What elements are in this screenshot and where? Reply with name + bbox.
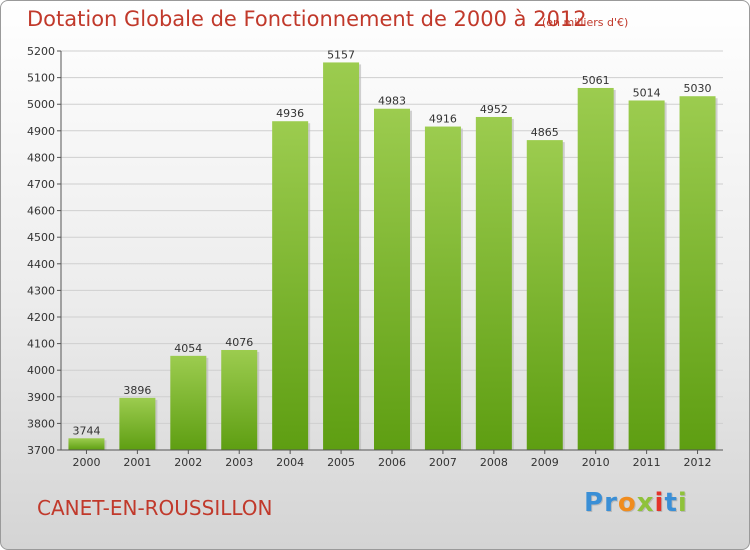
data-label: 4076 <box>225 336 253 349</box>
y-tick-label: 4500 <box>27 231 55 244</box>
bar-2008[interactable] <box>475 116 512 450</box>
x-tick-label: 2001 <box>123 456 151 469</box>
x-tick-label: 2009 <box>531 456 559 469</box>
bar-2005[interactable] <box>323 62 360 451</box>
bar-2012[interactable] <box>679 96 716 450</box>
y-tick-label: 3800 <box>27 417 55 430</box>
y-tick-label: 4900 <box>27 125 55 138</box>
bar-2010[interactable] <box>577 87 614 450</box>
bars: 3744 3896 4054 4076 4936 5157 4983 4916 4952 4865… <box>68 48 718 451</box>
logo-letter: t <box>664 488 678 518</box>
data-label: 5061 <box>582 74 610 87</box>
x-tick-label: 2002 <box>174 456 202 469</box>
data-label: 3744 <box>72 424 100 437</box>
bar-2002[interactable] <box>170 355 207 450</box>
logo-letter: x <box>636 488 655 518</box>
y-tick-label: 4700 <box>27 178 55 191</box>
bar-2003[interactable] <box>221 349 258 450</box>
data-label: 4952 <box>480 103 508 116</box>
axes: 3700 3800 3900 4000 4100 4200 4300 4400 4500 4600… <box>27 45 723 469</box>
data-label: 3896 <box>123 384 151 397</box>
data-label: 4936 <box>276 107 304 120</box>
data-label: 4983 <box>378 95 406 108</box>
y-tick-label: 4400 <box>27 258 55 271</box>
y-tick-label: 4100 <box>27 338 55 351</box>
data-label: 4865 <box>531 126 559 139</box>
logo-letter: P <box>584 488 605 518</box>
proxiti-logo[interactable]: Proxiti <box>584 488 688 518</box>
data-label: 4916 <box>429 113 457 126</box>
bar-2009[interactable] <box>526 140 563 451</box>
x-tick-label: 2006 <box>378 456 406 469</box>
y-tick-label: 4300 <box>27 284 55 297</box>
y-tick-label: 4600 <box>27 205 55 218</box>
data-label: 4054 <box>174 342 202 355</box>
y-tick-label: 4000 <box>27 364 55 377</box>
logo-letter: i <box>654 488 665 518</box>
bar-2000[interactable] <box>68 438 105 450</box>
x-tick-label: 2004 <box>276 456 304 469</box>
y-tick-label: 4200 <box>27 311 55 324</box>
bar-2007[interactable] <box>424 126 461 450</box>
x-tick-label: 2011 <box>633 456 661 469</box>
data-label: 5030 <box>684 82 712 95</box>
logo-letter: o <box>617 488 637 518</box>
bar-2006[interactable] <box>374 108 410 451</box>
bar-2004[interactable] <box>272 121 309 450</box>
x-tick-label: 2005 <box>327 456 355 469</box>
y-tick-label: 5200 <box>27 45 55 58</box>
data-label: 5157 <box>327 48 355 61</box>
data-label: 5014 <box>633 86 661 99</box>
bar-2011[interactable] <box>628 100 665 450</box>
logo-letter: r <box>604 488 618 518</box>
x-tick-label: 2008 <box>480 456 508 469</box>
y-tick-label: 3900 <box>27 391 55 404</box>
y-tick-label: 5100 <box>27 72 55 85</box>
y-tick-label: 3700 <box>27 444 55 457</box>
y-tick-label: 5000 <box>27 98 55 111</box>
logo-letter: i <box>677 488 688 518</box>
x-tick-label: 2007 <box>429 456 457 469</box>
y-tick-label: 4800 <box>27 151 55 164</box>
x-tick-label: 2000 <box>72 456 100 469</box>
chart-title: Dotation Globale de Fonctionnement de 20… <box>27 7 587 31</box>
x-tick-label: 2010 <box>582 456 610 469</box>
x-tick-label: 2003 <box>225 456 253 469</box>
place-name: CANET-EN-ROUSSILLON <box>37 496 273 520</box>
x-tick-label: 2012 <box>684 456 712 469</box>
bar-2001[interactable] <box>119 397 156 450</box>
chart-subtitle: (en milliers d'€) <box>542 16 629 29</box>
